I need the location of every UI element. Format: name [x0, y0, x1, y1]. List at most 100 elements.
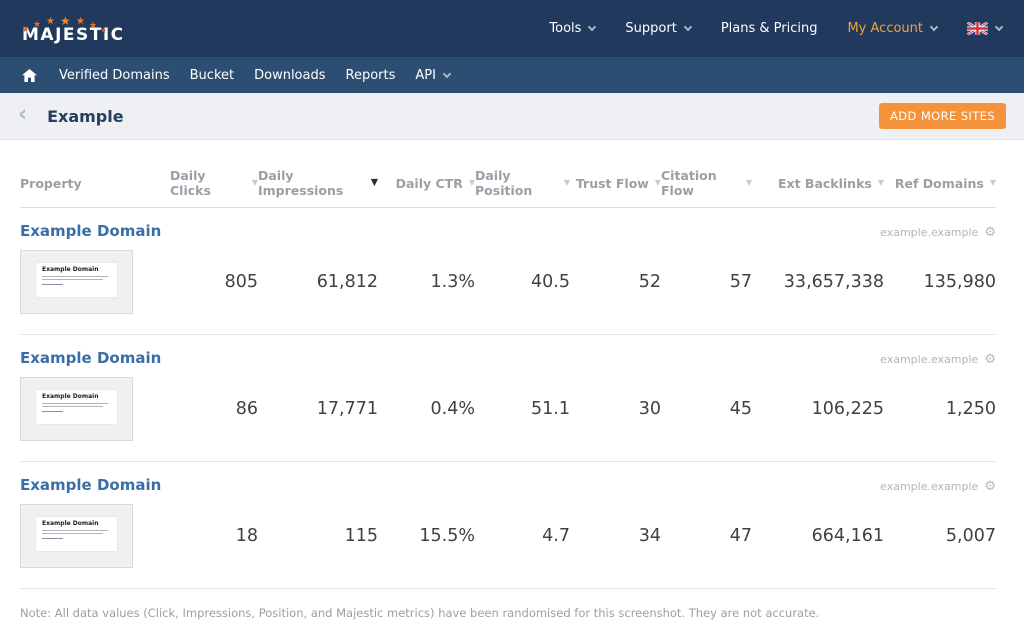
- topnav-item-label: My Account: [847, 21, 923, 36]
- subnav-item-bucket[interactable]: Bucket: [190, 68, 234, 83]
- chevron-down-icon: [683, 22, 693, 32]
- logo-stars-icon: ★ ★ ★ ★ ★ ★ ★: [22, 14, 108, 35]
- domain-title-link[interactable]: Example Domain: [20, 222, 162, 240]
- chevron-down-icon: [929, 22, 939, 32]
- chevron-down-icon: [994, 22, 1004, 32]
- metric-value-trust-flow: 52: [638, 272, 661, 292]
- majestic-logo[interactable]: ★ ★ ★ ★ ★ ★ ★ MAJESTIC: [22, 13, 125, 44]
- metric-value-daily-impressions: 115: [344, 526, 378, 546]
- column-header-label: Daily Clicks: [170, 168, 211, 198]
- top-nav-menu: Tools Support Plans & Pricing My Account: [549, 21, 1004, 36]
- sub-navbar: Verified Domains Bucket Downloads Reports AP…: [0, 57, 1024, 93]
- column-header-label: Ref Domains: [894, 175, 984, 191]
- column-header-trust-flow[interactable]: Trust Flow ▼: [570, 168, 661, 198]
- uk-flag-icon: [967, 22, 988, 35]
- topnav-item-support[interactable]: Support: [625, 21, 693, 36]
- sort-arrow-icon: ▼: [745, 178, 752, 187]
- metric-value-daily-ctr: 0.4%: [430, 399, 475, 419]
- domain-row-head: Example Domain example.example ⚙: [20, 349, 996, 367]
- domain-row-head-right: example.example ⚙: [880, 480, 996, 493]
- topnav-item-label: Tools: [549, 21, 582, 36]
- property-cell: Example Domain: [20, 377, 170, 441]
- topnav-item-tools[interactable]: Tools: [549, 21, 597, 36]
- sort-arrow-icon: ▼: [370, 177, 378, 189]
- add-more-sites-button[interactable]: ADD MORE SITES: [878, 103, 1006, 129]
- metric-value-ref-domains: 1,250: [945, 399, 996, 419]
- metric-value-ext-backlinks: 106,225: [811, 399, 884, 419]
- subnav-item-verified-domains[interactable]: Verified Domains: [59, 68, 170, 83]
- gear-icon[interactable]: ⚙: [984, 352, 996, 367]
- table-header-row: Property Daily Clicks ▼ Daily Impressions ▼…: [20, 140, 996, 208]
- domain-hostname: example.example: [880, 353, 979, 366]
- data-disclaimer-note: Note: All data values (Click, Impression…: [20, 606, 820, 620]
- site-thumbnail-title: Example Domain: [42, 266, 99, 273]
- domains-table-body: Example Domain example.example ⚙ Example…: [20, 208, 996, 589]
- language-flag[interactable]: [967, 22, 1004, 35]
- gear-icon[interactable]: ⚙: [984, 479, 996, 494]
- metric-value-daily-ctr: 1.3%: [430, 272, 475, 292]
- domain-title-link[interactable]: Example Domain: [20, 476, 162, 494]
- sort-arrow-icon: ▼: [468, 178, 475, 187]
- metric-value-ext-backlinks: 664,161: [811, 526, 884, 546]
- domain-row-body: Example Domain 18 115 15.5% 4.7 34 47 664,161 5…: [20, 504, 996, 568]
- domain-row-body: Example Domain 86 17,771 0.4% 51.1 30 45 106,2…: [20, 377, 996, 441]
- gear-icon[interactable]: ⚙: [984, 225, 996, 240]
- sort-arrow-icon: ▼: [251, 178, 258, 187]
- site-thumbnail[interactable]: Example Domain: [20, 250, 133, 314]
- site-thumbnail-title: Example Domain: [42, 393, 99, 400]
- site-thumbnail[interactable]: Example Domain: [20, 377, 133, 441]
- metric-value-ext-backlinks: 33,657,338: [783, 272, 884, 292]
- subnav-item-label: Downloads: [254, 67, 326, 83]
- page-header: ‹ Example ADD MORE SITES: [0, 93, 1024, 140]
- column-header-daily-impressions[interactable]: Daily Impressions ▼: [258, 168, 378, 198]
- site-thumbnail[interactable]: Example Domain: [20, 504, 133, 568]
- site-thumbnail-page: Example Domain: [36, 263, 117, 297]
- home-icon[interactable]: [22, 68, 37, 82]
- column-header-daily-clicks[interactable]: Daily Clicks ▼: [170, 168, 258, 198]
- column-header-label: Daily Impressions: [258, 168, 344, 198]
- metric-value-daily-clicks: 18: [235, 526, 258, 546]
- domain-row-head: Example Domain example.example ⚙: [20, 476, 996, 494]
- metric-value-daily-position: 4.7: [542, 526, 570, 546]
- column-header-ext-backlinks[interactable]: Ext Backlinks ▼: [752, 168, 884, 198]
- domain-title-link[interactable]: Example Domain: [20, 349, 162, 367]
- chevron-down-icon: [442, 69, 452, 78]
- site-thumbnail-page: Example Domain: [36, 390, 117, 424]
- column-header-label: Ext Backlinks: [778, 175, 872, 191]
- topnav-item-plans-pricing[interactable]: Plans & Pricing: [721, 21, 818, 36]
- chevron-down-icon: [588, 22, 597, 32]
- back-chevron-icon[interactable]: ‹: [18, 101, 28, 127]
- property-cell: Example Domain: [20, 504, 170, 568]
- column-header-ref-domains[interactable]: Ref Domains ▼: [884, 168, 996, 198]
- column-header-label: Daily CTR: [395, 175, 463, 191]
- subnav-item-label: Bucket: [189, 67, 235, 83]
- subnav-item-label: Reports: [345, 67, 396, 83]
- column-header-daily-position[interactable]: Daily Position ▼: [475, 168, 570, 198]
- subnav-item-downloads[interactable]: Downloads: [254, 68, 325, 83]
- subnav-item-label: API: [415, 67, 436, 83]
- logo-text: MAJESTIC: [22, 25, 125, 45]
- subnav-item-api[interactable]: API: [415, 67, 452, 83]
- domain-row-head-right: example.example ⚙: [880, 353, 996, 366]
- domain-row: Example Domain example.example ⚙ Example…: [20, 335, 996, 462]
- site-thumbnail-title: Example Domain: [42, 520, 99, 527]
- metric-value-daily-position: 51.1: [531, 399, 570, 419]
- domain-hostname: example.example: [880, 226, 979, 239]
- metric-value-daily-clicks: 805: [224, 272, 258, 292]
- sort-arrow-icon: ▼: [877, 178, 884, 187]
- metric-value-daily-position: 40.5: [531, 272, 570, 292]
- subnav-item-reports[interactable]: Reports: [346, 68, 396, 83]
- topnav-item-my-account[interactable]: My Account: [847, 21, 939, 36]
- property-column-header: Property: [20, 175, 82, 191]
- topnav-item-label: Plans & Pricing: [720, 21, 818, 36]
- page-title: Example: [47, 106, 124, 126]
- metric-value-daily-clicks: 86: [235, 399, 258, 419]
- subnav-item-label: Verified Domains: [59, 67, 170, 83]
- domain-row-head: Example Domain example.example ⚙: [20, 222, 996, 240]
- site-thumbnail-page: Example Domain: [36, 517, 117, 551]
- column-header-daily-ctr[interactable]: Daily CTR ▼: [378, 168, 475, 198]
- column-header-label: Trust Flow: [575, 175, 649, 191]
- metric-value-citation-flow: 47: [729, 526, 752, 546]
- column-header-citation-flow[interactable]: Citation Flow ▼: [661, 168, 752, 198]
